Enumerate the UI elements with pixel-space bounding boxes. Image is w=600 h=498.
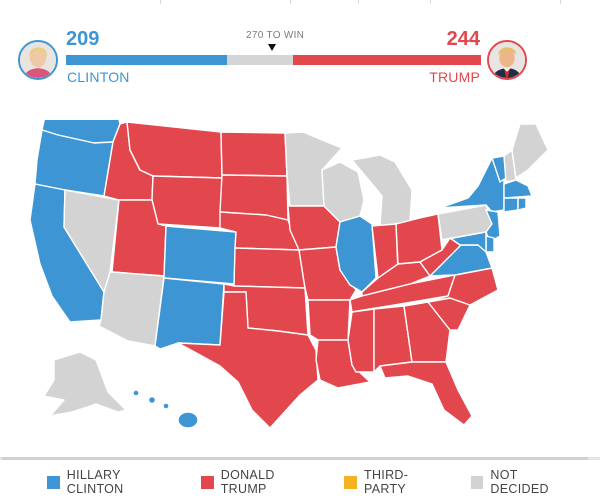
state-ma[interactable] <box>503 179 533 199</box>
state-tx[interactable] <box>177 291 319 429</box>
state-nm[interactable] <box>154 277 225 350</box>
legend-item-third-party: THIRD-PARTY <box>344 468 448 496</box>
state-co[interactable] <box>163 225 237 285</box>
clinton-vote-segment <box>66 55 228 65</box>
clinton-avatar <box>18 40 58 80</box>
top-divider <box>0 0 600 5</box>
state-md[interactable] <box>441 231 487 253</box>
legend-label-clinton: HILLARY CLINTON <box>66 468 124 496</box>
map-legend: HILLARY CLINTON DONALD TRUMP THIRD-PARTY… <box>47 468 600 496</box>
trump-electoral-votes: 244 <box>446 28 480 50</box>
trump-portrait-icon <box>489 42 525 78</box>
trump-vote-segment <box>292 55 481 65</box>
legend-item-trump: DONALD TRUMP <box>200 468 322 496</box>
state-me[interactable] <box>511 123 549 179</box>
legend-swatch-third-party <box>344 475 358 489</box>
state-de[interactable] <box>485 235 495 253</box>
state-ct[interactable] <box>503 197 519 213</box>
legend-label-undecided: NOT DECIDED <box>490 468 549 496</box>
us-electoral-map <box>29 120 549 429</box>
legend-label-third-party: THIRD-PARTY <box>364 468 409 496</box>
legend-divider <box>0 457 600 460</box>
legend-item-clinton: HILLARY CLINTON <box>47 468 179 496</box>
state-ri[interactable] <box>517 197 527 211</box>
electoral-vote-bar <box>66 55 481 65</box>
legend-swatch-undecided <box>470 475 484 489</box>
clinton-electoral-votes: 209 <box>66 28 100 50</box>
state-ga[interactable] <box>403 301 451 363</box>
clinton-portrait-icon <box>20 42 56 78</box>
trump-name: TRUMP <box>429 69 480 85</box>
clinton-name: CLINTON <box>67 69 130 85</box>
state-wi[interactable] <box>321 161 365 223</box>
state-ak[interactable] <box>43 351 127 417</box>
state-ms[interactable] <box>347 308 375 373</box>
threshold-label: 270 TO WIN <box>246 30 305 41</box>
state-fl[interactable] <box>379 361 473 426</box>
state-ks[interactable] <box>233 247 306 289</box>
legend-swatch-clinton <box>47 475 60 489</box>
legend-swatch-trump <box>200 475 214 489</box>
state-mt[interactable] <box>126 121 223 179</box>
legend-label-trump: DONALD TRUMP <box>220 468 275 496</box>
state-wy[interactable] <box>151 175 223 229</box>
state-ar[interactable] <box>307 299 351 341</box>
threshold-marker-icon <box>268 44 276 51</box>
trump-avatar <box>487 40 527 80</box>
state-az[interactable] <box>98 271 165 347</box>
legend-item-undecided: NOT DECIDED <box>470 468 578 496</box>
state-hi[interactable] <box>132 389 199 429</box>
state-nd[interactable] <box>220 131 288 177</box>
